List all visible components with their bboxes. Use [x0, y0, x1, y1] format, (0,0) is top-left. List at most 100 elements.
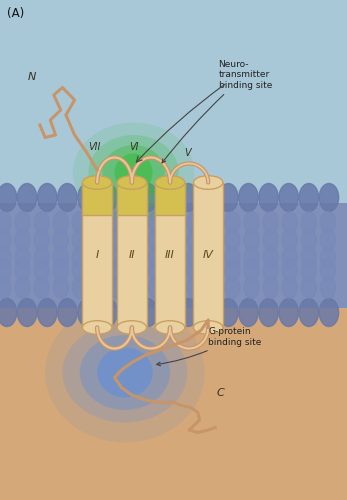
- Circle shape: [0, 184, 17, 212]
- Circle shape: [299, 298, 319, 326]
- Circle shape: [225, 246, 240, 268]
- Circle shape: [98, 298, 117, 326]
- Circle shape: [259, 298, 278, 326]
- FancyBboxPatch shape: [0, 0, 347, 202]
- FancyBboxPatch shape: [155, 182, 185, 215]
- Circle shape: [129, 276, 145, 298]
- Circle shape: [91, 246, 107, 268]
- Ellipse shape: [102, 145, 165, 200]
- Circle shape: [149, 259, 164, 281]
- Circle shape: [225, 259, 240, 281]
- Circle shape: [58, 184, 77, 212]
- Circle shape: [244, 276, 259, 298]
- Ellipse shape: [193, 176, 223, 190]
- Ellipse shape: [62, 322, 187, 422]
- Circle shape: [263, 246, 278, 268]
- Circle shape: [219, 184, 238, 212]
- Circle shape: [138, 298, 158, 326]
- Circle shape: [301, 229, 316, 251]
- Text: C: C: [217, 388, 225, 398]
- Ellipse shape: [155, 176, 185, 190]
- FancyBboxPatch shape: [83, 182, 112, 215]
- Circle shape: [149, 229, 164, 251]
- Text: I: I: [95, 250, 99, 260]
- Circle shape: [34, 212, 49, 234]
- Ellipse shape: [45, 302, 205, 442]
- Circle shape: [37, 184, 57, 212]
- FancyBboxPatch shape: [0, 308, 347, 500]
- Circle shape: [129, 259, 145, 281]
- Circle shape: [279, 298, 298, 326]
- Text: VI: VI: [129, 142, 138, 152]
- Circle shape: [178, 184, 198, 212]
- Text: VII: VII: [88, 142, 101, 152]
- Circle shape: [187, 229, 202, 251]
- Circle shape: [0, 246, 11, 268]
- Circle shape: [58, 298, 77, 326]
- Circle shape: [282, 276, 297, 298]
- Circle shape: [138, 184, 158, 212]
- Ellipse shape: [83, 176, 112, 190]
- Circle shape: [239, 184, 258, 212]
- Circle shape: [158, 298, 178, 326]
- Circle shape: [301, 259, 316, 281]
- Circle shape: [301, 246, 316, 268]
- Circle shape: [320, 229, 336, 251]
- Circle shape: [72, 276, 87, 298]
- Ellipse shape: [88, 135, 179, 210]
- Text: III: III: [165, 250, 175, 260]
- Circle shape: [187, 246, 202, 268]
- Circle shape: [225, 229, 240, 251]
- Circle shape: [53, 259, 68, 281]
- Circle shape: [168, 246, 183, 268]
- Circle shape: [279, 184, 298, 212]
- Circle shape: [263, 212, 278, 234]
- Circle shape: [168, 259, 183, 281]
- Circle shape: [263, 276, 278, 298]
- Circle shape: [244, 259, 259, 281]
- Circle shape: [110, 212, 126, 234]
- Circle shape: [72, 246, 87, 268]
- Circle shape: [263, 229, 278, 251]
- Text: II: II: [129, 250, 135, 260]
- Circle shape: [15, 276, 30, 298]
- Circle shape: [187, 259, 202, 281]
- Circle shape: [15, 246, 30, 268]
- Circle shape: [15, 259, 30, 281]
- FancyBboxPatch shape: [117, 182, 147, 328]
- Circle shape: [34, 259, 49, 281]
- Circle shape: [53, 276, 68, 298]
- Circle shape: [0, 229, 11, 251]
- Circle shape: [168, 229, 183, 251]
- Circle shape: [187, 212, 202, 234]
- Circle shape: [168, 212, 183, 234]
- Circle shape: [110, 246, 126, 268]
- Circle shape: [17, 298, 37, 326]
- Circle shape: [0, 212, 11, 234]
- Circle shape: [244, 229, 259, 251]
- Circle shape: [282, 259, 297, 281]
- Circle shape: [91, 212, 107, 234]
- Circle shape: [78, 298, 97, 326]
- Ellipse shape: [155, 320, 185, 334]
- Circle shape: [91, 229, 107, 251]
- Circle shape: [301, 212, 316, 234]
- Text: Neuro-
transmitter
binding site: Neuro- transmitter binding site: [162, 60, 272, 163]
- Text: V: V: [184, 148, 191, 158]
- Circle shape: [198, 298, 218, 326]
- Ellipse shape: [193, 320, 223, 334]
- Circle shape: [149, 246, 164, 268]
- FancyBboxPatch shape: [193, 182, 223, 328]
- Circle shape: [72, 259, 87, 281]
- Ellipse shape: [115, 154, 153, 192]
- Circle shape: [244, 246, 259, 268]
- Ellipse shape: [97, 348, 153, 398]
- Circle shape: [320, 259, 336, 281]
- Circle shape: [110, 229, 126, 251]
- Circle shape: [187, 276, 202, 298]
- Circle shape: [319, 184, 339, 212]
- Circle shape: [168, 276, 183, 298]
- Circle shape: [34, 246, 49, 268]
- Circle shape: [72, 229, 87, 251]
- Ellipse shape: [117, 320, 147, 334]
